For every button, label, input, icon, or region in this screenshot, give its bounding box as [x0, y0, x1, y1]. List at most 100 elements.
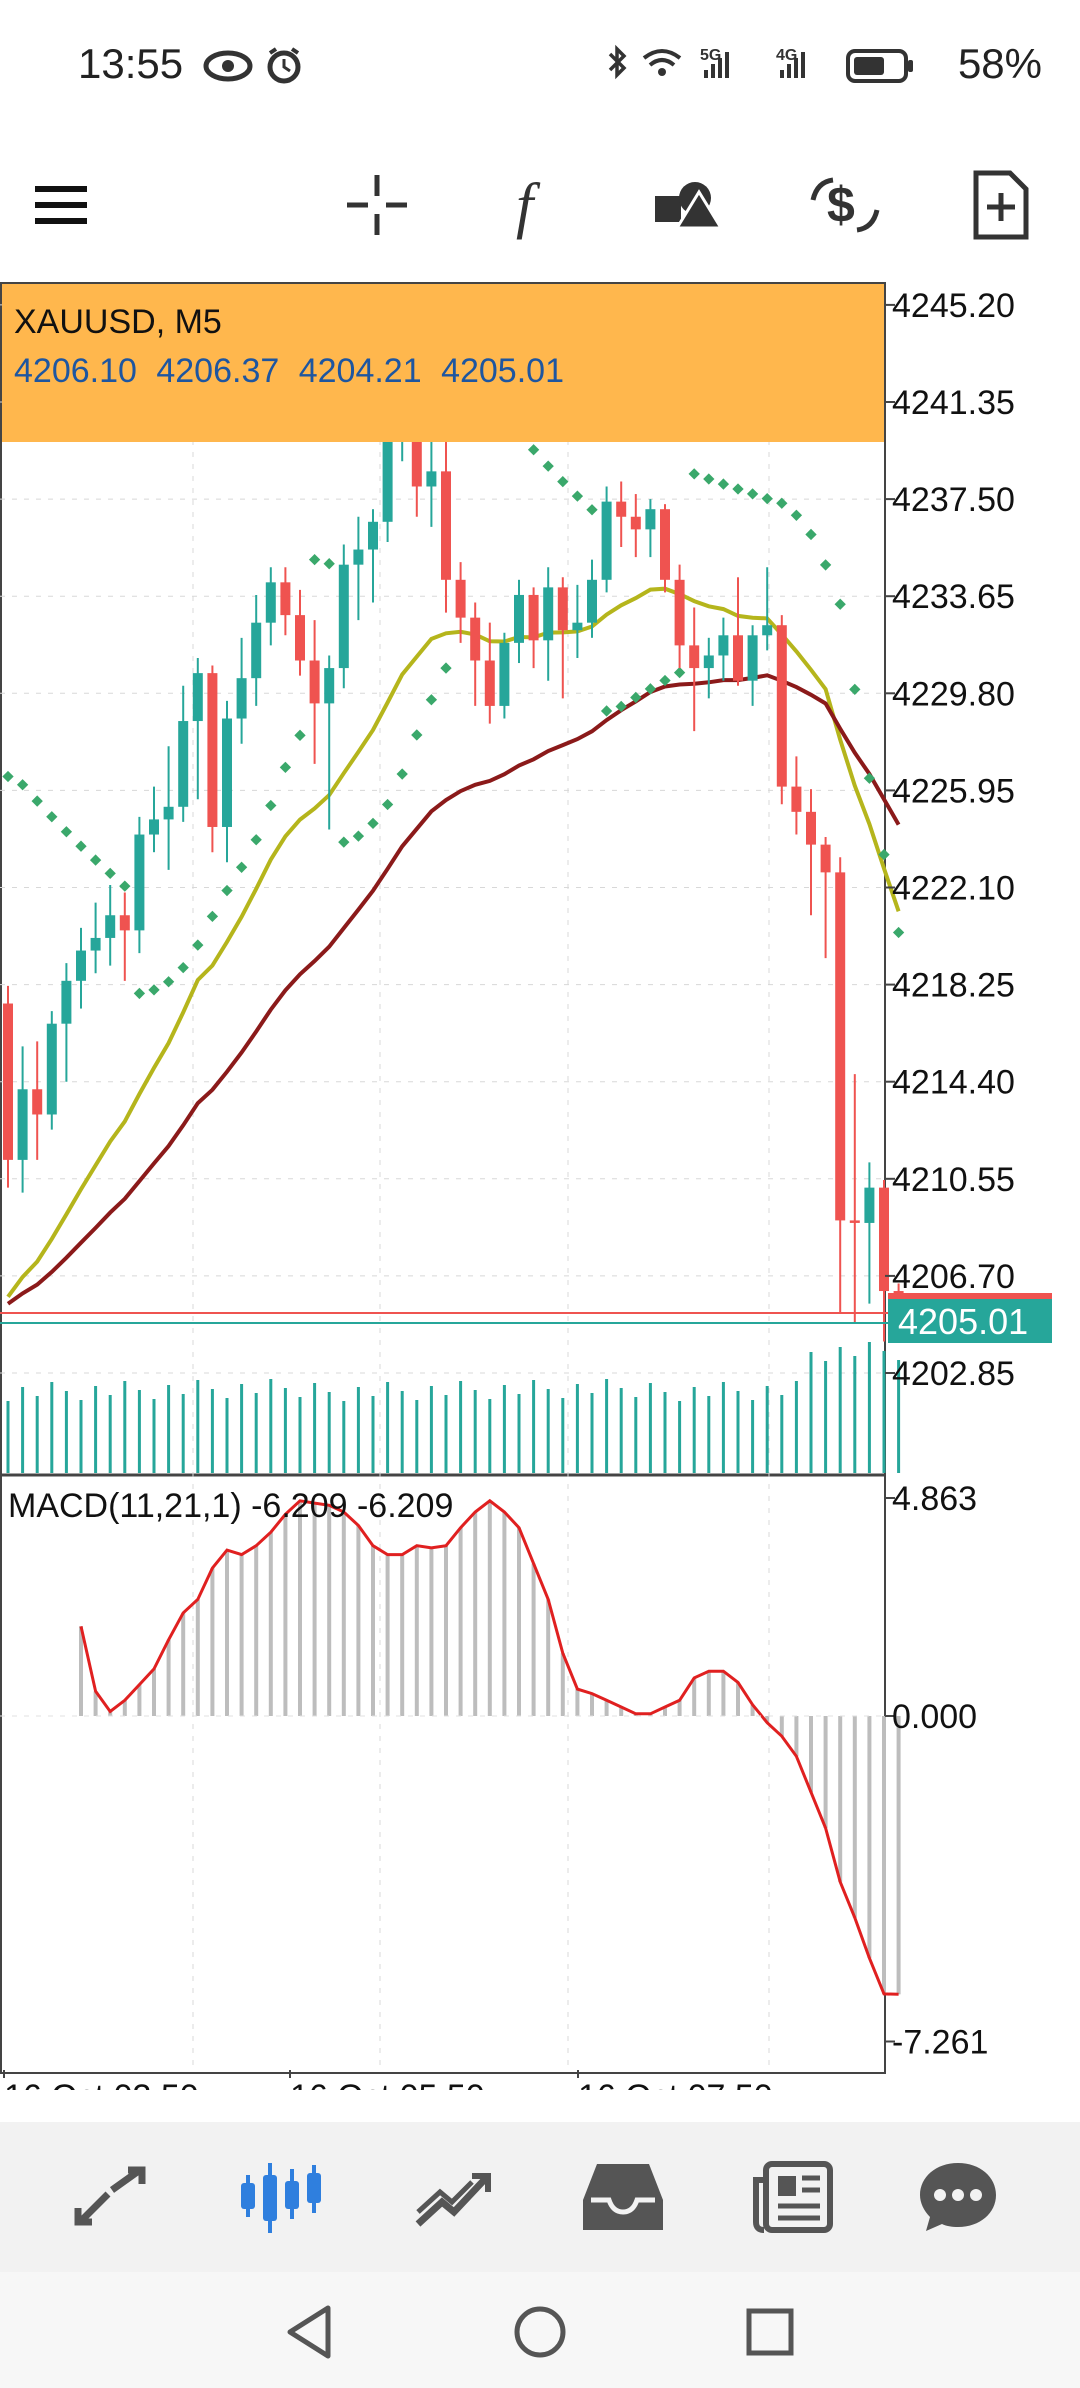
sar-dot: [396, 768, 408, 780]
sar-dot: [192, 939, 204, 951]
volume-bar: [502, 1385, 506, 1473]
new-order-button[interactable]: [956, 165, 1046, 245]
macd-histogram-bar: [341, 1512, 346, 1716]
crosshair-button[interactable]: [332, 165, 422, 245]
status-bar: 13:55 5G 4G: [0, 0, 1080, 130]
time-tick-label: 16 Oct 05:50: [290, 2078, 485, 2090]
sar-dot: [542, 460, 554, 472]
macd-histogram-bar: [93, 1691, 98, 1716]
recents-icon[interactable]: [740, 2302, 800, 2362]
nav-chart[interactable]: [231, 2152, 331, 2242]
chart-toolbar: f $: [0, 140, 1080, 260]
candle-body: [46, 1023, 57, 1115]
sar-dot: [221, 884, 233, 897]
sar-dot: [381, 798, 394, 811]
volume-bar: [488, 1399, 492, 1473]
macd-histogram-bar: [254, 1545, 259, 1716]
candle-body: [820, 844, 831, 873]
battery-percent: 58%: [957, 40, 1042, 87]
macd-histogram-bar: [852, 1716, 857, 1918]
volume-bar: [415, 1400, 419, 1473]
time-axis: 16 Oct 03:50 16 Oct 05:50 16 Oct 07:50: [3, 2070, 773, 2090]
symbol-change-button[interactable]: $: [800, 165, 890, 245]
nav-history[interactable]: [573, 2152, 673, 2242]
macd-histogram-bar: [604, 1700, 609, 1716]
macd-histogram-bar: [371, 1545, 375, 1716]
macd-histogram-bar: [823, 1716, 828, 1829]
nav-quotes[interactable]: [60, 2152, 160, 2242]
candle-body: [806, 811, 816, 845]
volume-bar: [50, 1382, 54, 1473]
sar-dot: [89, 854, 102, 866]
indicators-button[interactable]: f: [488, 165, 578, 245]
macd-tick-label: 4.863: [892, 1480, 977, 1518]
network-4g-label: 4G: [776, 47, 797, 64]
volume-bar: [736, 1391, 740, 1473]
volume-bar: [707, 1396, 711, 1473]
volume-bar: [225, 1398, 229, 1473]
volume-bar: [838, 1347, 842, 1473]
volume-bar: [79, 1400, 83, 1473]
sar-dot: [323, 558, 335, 570]
alarm-icon: [267, 47, 301, 84]
candle-body: [411, 408, 422, 487]
sar-dot: [31, 795, 43, 807]
volume-bar: [561, 1398, 565, 1473]
volume-bar: [196, 1380, 200, 1473]
macd-histogram-bar: [327, 1505, 332, 1716]
candle-body: [572, 622, 583, 631]
candle-body: [368, 521, 378, 550]
volume-bar: [152, 1399, 156, 1473]
candle-body: [192, 673, 203, 722]
volume-bar: [867, 1342, 871, 1473]
volume-bar: [254, 1393, 258, 1473]
macd-histogram-bar: [195, 1599, 200, 1716]
sar-dot: [761, 492, 773, 505]
candle-body: [207, 673, 218, 827]
sar-dot: [557, 475, 569, 488]
news-icon: [753, 2161, 833, 2233]
volume-bar: [35, 1396, 39, 1473]
volume-bar: [444, 1395, 448, 1473]
sar-dot: [790, 509, 803, 521]
current-price-label: 4205.01: [898, 1301, 1028, 1342]
candle-body: [776, 625, 787, 787]
candle-body: [470, 617, 481, 661]
volume-bar: [765, 1386, 769, 1473]
candle-body: [455, 579, 466, 618]
candle-body: [178, 721, 189, 807]
nav-news[interactable]: [744, 2152, 844, 2242]
candle-body: [382, 441, 393, 522]
macd-histogram-bar: [225, 1550, 229, 1716]
nav-trade[interactable]: [402, 2152, 502, 2242]
svg-text:f: f: [516, 172, 541, 240]
candle-body: [134, 834, 145, 931]
volume-bar: [108, 1395, 112, 1473]
candle-body: [616, 501, 627, 517]
sar-dot: [206, 910, 219, 923]
chart-canvas[interactable]: XAUUSD, M5 4206.10 4206.37 4204.21 4205.…: [0, 280, 1080, 2090]
volume-bar: [123, 1381, 127, 1473]
volume-bar: [473, 1390, 477, 1473]
new-order-icon: [973, 170, 1029, 240]
back-icon[interactable]: [280, 2302, 340, 2362]
sar-dot: [279, 761, 292, 774]
candle-body: [514, 594, 524, 643]
candle-body: [674, 579, 685, 646]
nav-messages[interactable]: [908, 2152, 1008, 2242]
macd-histogram-bar: [400, 1554, 405, 1716]
macd-histogram-bar: [794, 1716, 799, 1757]
macd-histogram-bar: [590, 1693, 594, 1716]
sar-dot: [703, 473, 715, 485]
candle-body: [601, 501, 612, 580]
objects-button[interactable]: [644, 165, 734, 245]
ohlc-close: 4205.01: [441, 352, 564, 390]
sar-dot: [688, 468, 700, 480]
volume-bar: [678, 1401, 682, 1473]
ohlc-open: 4206.10: [14, 352, 137, 390]
candle-body: [251, 622, 262, 679]
menu-button[interactable]: [16, 165, 106, 245]
home-icon[interactable]: [510, 2302, 570, 2362]
macd-histogram-bar: [429, 1547, 434, 1716]
macd-histogram-bar: [414, 1545, 419, 1716]
